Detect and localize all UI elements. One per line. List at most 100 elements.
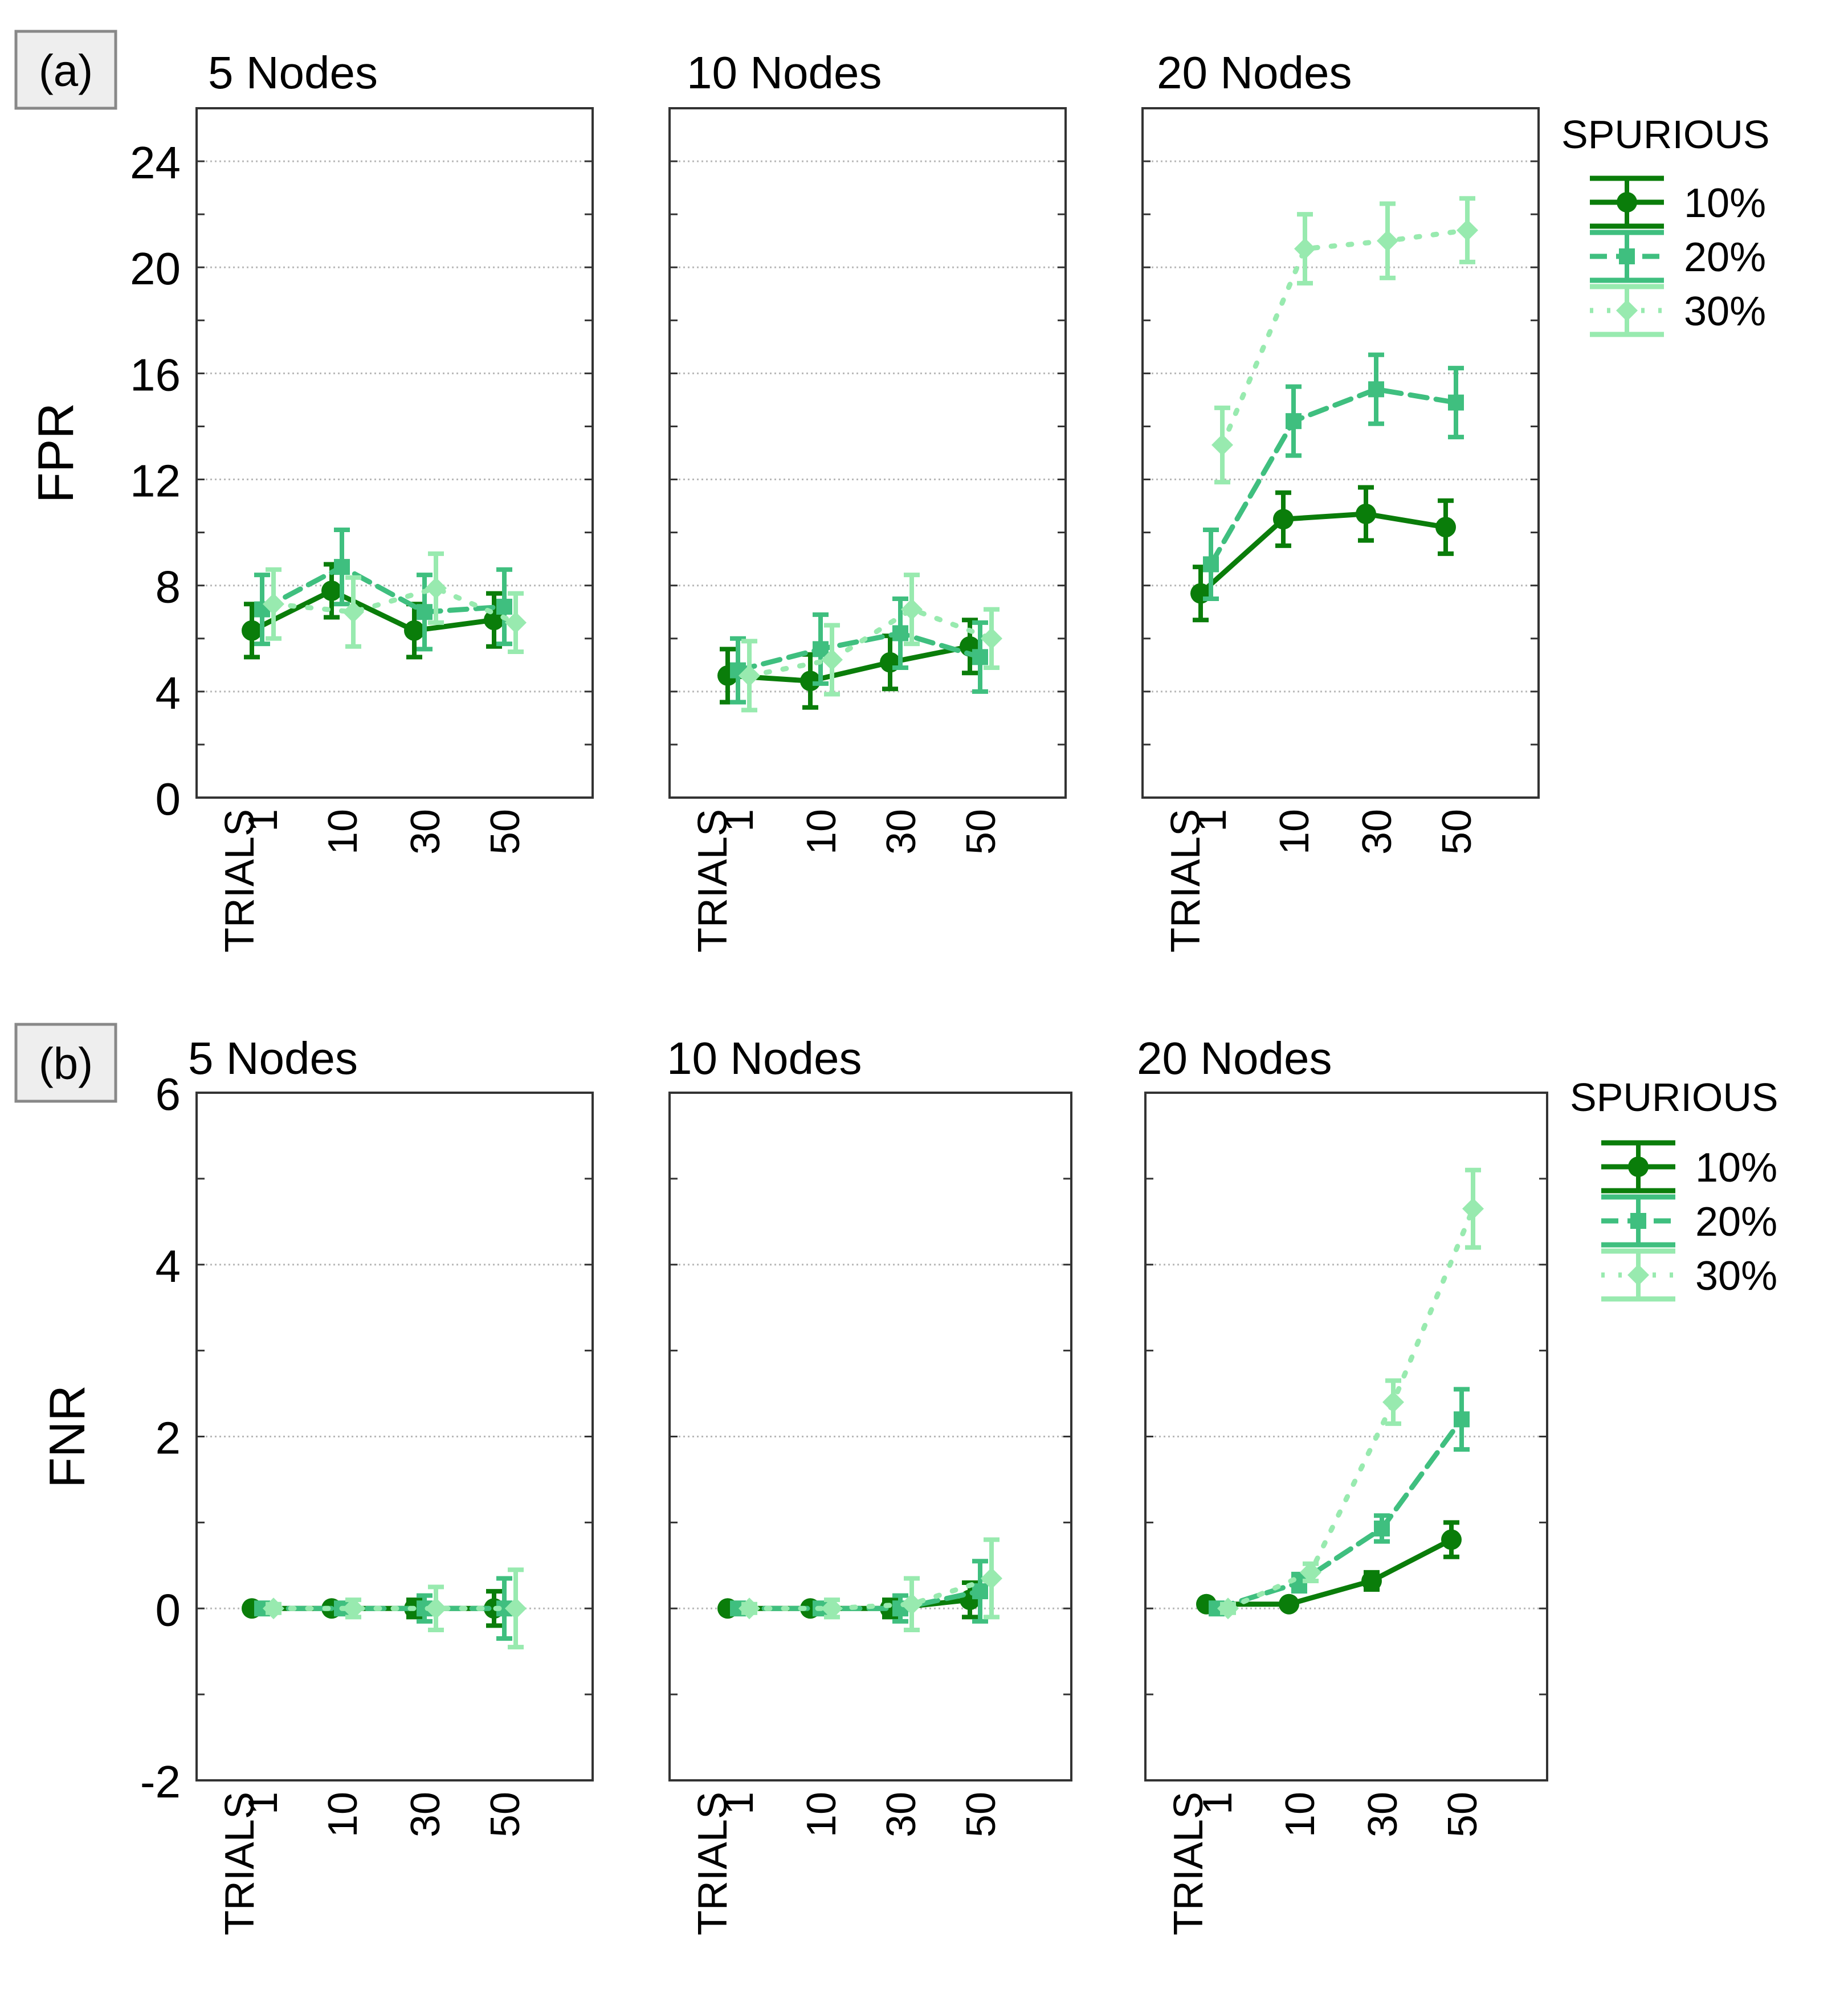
panel-frame	[668, 1092, 1072, 1781]
x-tick-label: 10	[799, 1792, 845, 1837]
panel-frame	[1141, 107, 1540, 799]
x-tick-label: 30	[879, 809, 924, 855]
series-line-30pct	[746, 1575, 994, 1611]
panel-frame	[195, 107, 594, 799]
data-point	[1382, 1391, 1404, 1413]
data-point	[821, 1597, 843, 1620]
data-point	[1203, 556, 1219, 573]
data-point	[739, 664, 760, 687]
panel-frame	[668, 107, 1067, 799]
x-tick-label: 10	[1278, 1792, 1323, 1837]
legend-label: 10%	[1695, 1145, 1777, 1191]
legend-title: SPURIOUS	[1570, 1075, 1778, 1119]
data-point	[1294, 238, 1316, 260]
legend-label: 30%	[1684, 289, 1766, 334]
data-point	[1374, 1520, 1390, 1537]
data-point	[505, 611, 527, 634]
data-point	[892, 625, 908, 641]
x-tick-label: 1	[240, 809, 286, 832]
x-tick-label: 1	[1195, 1792, 1241, 1815]
x-axis-label: TRIALS	[690, 809, 736, 953]
x-tick-label: 1	[1189, 809, 1235, 832]
data-point	[981, 1567, 1002, 1590]
y-tick-label: -2	[140, 1756, 181, 1807]
x-tick-label: 50	[483, 809, 528, 855]
x-tick-label: 50	[958, 1792, 1004, 1837]
legend-marker	[1619, 248, 1635, 264]
y-tick-label: 16	[130, 349, 181, 400]
y-tick-label: 20	[130, 243, 181, 294]
y-tick-label: 2	[156, 1413, 181, 1464]
legend-label: 20%	[1684, 235, 1766, 280]
panel-frame	[195, 1092, 594, 1781]
panel-tag-box	[14, 30, 117, 110]
y-tick-label: 4	[156, 668, 181, 718]
series-line-10pct	[249, 588, 497, 634]
series-layer	[242, 196, 1484, 1650]
data-point	[342, 1597, 364, 1620]
x-tick-label: 30	[1360, 1792, 1406, 1837]
data-point	[821, 649, 843, 671]
legend-marker	[1616, 300, 1638, 321]
gridlines	[197, 160, 1547, 1609]
legend-marker	[1630, 1213, 1646, 1229]
y-tick-label: 0	[156, 1584, 181, 1635]
y-tick-label: 24	[130, 137, 181, 188]
x-tick-label: 30	[403, 809, 448, 855]
data-point	[342, 601, 364, 623]
data-point	[1273, 509, 1294, 530]
x-tick-label: 1	[716, 1792, 762, 1815]
x-axis-label: TRIALS	[1166, 1792, 1211, 1935]
data-point	[496, 598, 512, 615]
data-point	[263, 1597, 284, 1620]
legend-marker	[1628, 1157, 1649, 1177]
legend-marker	[1627, 1264, 1649, 1286]
data-point	[417, 604, 433, 620]
x-axis-label: TRIALS	[690, 1792, 736, 1935]
data-point	[1377, 230, 1398, 252]
data-point	[813, 641, 829, 657]
data-point	[1435, 517, 1456, 538]
data-point	[404, 620, 425, 641]
y-tick-label: 4	[156, 1241, 181, 1292]
data-point	[800, 671, 821, 692]
panel-tag: (a)	[39, 46, 93, 96]
series-line-30pct	[1219, 227, 1470, 448]
data-point	[334, 559, 350, 575]
panel-title: 5 Nodes	[188, 1033, 358, 1084]
legend-label: 10%	[1684, 181, 1766, 226]
legend-label: 30%	[1695, 1253, 1777, 1299]
x-tick-label: 50	[958, 809, 1004, 855]
x-axis-label: TRIALS	[1163, 809, 1209, 953]
data-point	[981, 627, 1002, 649]
legend-label: 20%	[1695, 1199, 1777, 1245]
x-tick-label: 10	[799, 809, 845, 855]
x-axis-label: TRIALS	[217, 1792, 263, 1935]
legend-title: SPURIOUS	[1561, 112, 1770, 157]
panel-tag: (b)	[39, 1039, 93, 1089]
data-point	[1361, 1570, 1382, 1591]
series-line-10pct	[725, 644, 973, 684]
data-point	[484, 610, 504, 631]
data-point	[505, 1597, 527, 1620]
y-axis-label: FNR	[39, 1385, 95, 1488]
data-point	[1286, 413, 1302, 430]
series-line-20pct	[259, 564, 507, 615]
legend-layer: SPURIOUS 10% 20% 30% SPURIOUS 10% 20% 30%	[1561, 112, 1778, 1302]
y-tick-label: 6	[156, 1069, 181, 1119]
panel-title: 20 Nodes	[1157, 47, 1352, 98]
x-tick-label: 30	[403, 1792, 448, 1837]
series-line-30pct	[746, 607, 994, 679]
data-point	[425, 1597, 447, 1620]
x-tick-label: 10	[1272, 809, 1317, 855]
legend-marker	[1617, 192, 1637, 213]
panel-title: 5 Nodes	[208, 47, 378, 98]
x-tick-label: 50	[483, 1792, 528, 1837]
data-point	[1454, 1411, 1470, 1428]
x-tick-label: 30	[1355, 809, 1400, 855]
data-point	[1356, 504, 1376, 525]
panel-frames	[195, 107, 1548, 1781]
series-line-30pct	[271, 585, 519, 626]
x-tick-label: 50	[1434, 809, 1480, 855]
x-axis-label: TRIALS	[217, 809, 263, 953]
